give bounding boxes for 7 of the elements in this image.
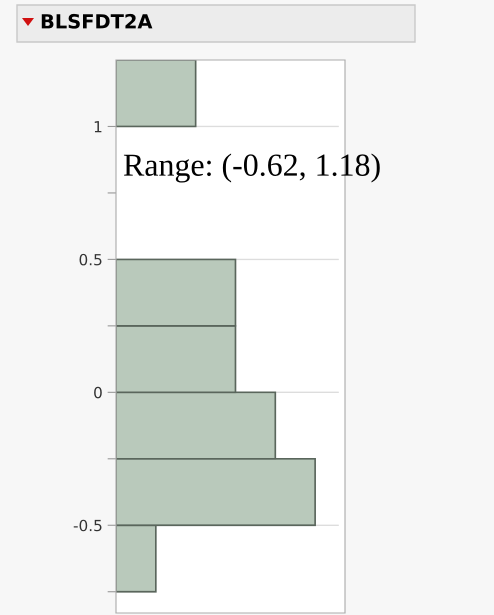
- bar: [116, 60, 196, 128]
- y-tick-label: 1: [94, 121, 102, 132]
- y-tick-label: -0.5: [74, 520, 102, 532]
- chart-title: BLSFDT2A: [42, 14, 152, 29]
- y-tick-label: 0.5: [80, 254, 102, 266]
- y-tick-label: 0: [94, 386, 102, 398]
- annotation: Range: (-0.62, 1.18): [124, 153, 380, 183]
